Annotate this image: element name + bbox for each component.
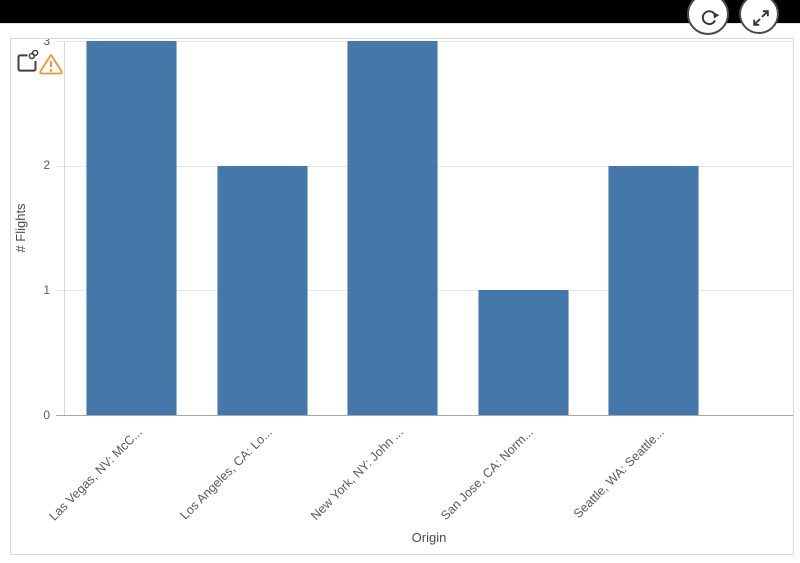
bar[interactable]: [86, 41, 177, 415]
x-axis-baseline: [56, 415, 793, 416]
y-axis-line: [64, 41, 65, 415]
y-tick-label: 1: [43, 282, 50, 297]
bar[interactable]: [477, 290, 569, 415]
x-tick-label[interactable]: Las Vegas, NV: McC...: [45, 425, 145, 524]
x-tick-label[interactable]: Seattle, WA: Seattle...: [570, 425, 667, 522]
x-tick-label[interactable]: Los Angeles, CA: Lo...: [177, 425, 275, 523]
y-axis-title: # Flights: [13, 203, 28, 253]
bar[interactable]: [608, 165, 699, 415]
y-tick-label: 0: [43, 407, 50, 422]
x-axis-title: Origin: [411, 530, 447, 545]
warning-icon[interactable]: [38, 52, 64, 81]
bar[interactable]: [216, 165, 308, 415]
linked-object-icon: [15, 49, 39, 79]
refresh-button[interactable]: [687, 0, 729, 35]
expand-button[interactable]: [739, 0, 779, 34]
bar[interactable]: [347, 41, 438, 415]
chart-card: # Flights Origin 0 1 2 3 Las Vegas, NV: McC.…: [10, 38, 794, 555]
top-black-bar: [0, 0, 800, 24]
y-tick-label: 3: [43, 38, 50, 48]
y-tick-label: 2: [43, 158, 50, 173]
